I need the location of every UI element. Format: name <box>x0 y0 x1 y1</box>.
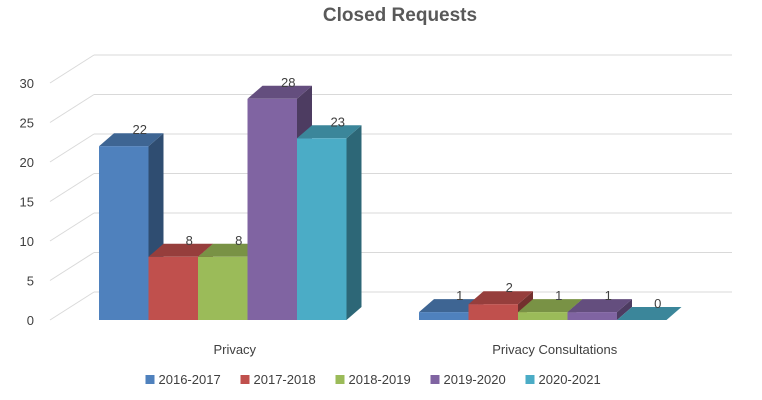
bar-front <box>99 146 149 320</box>
bar-front <box>198 256 248 320</box>
data-label: 1 <box>555 288 562 303</box>
category-label: Privacy Consultations <box>492 342 617 357</box>
data-label: 2 <box>506 280 513 295</box>
bar-top <box>99 133 164 147</box>
bar-front <box>247 98 297 320</box>
y-tick-label: 5 <box>27 274 34 289</box>
legend-label: 2020-2021 <box>539 372 601 387</box>
bar-top <box>419 299 484 313</box>
data-label: 8 <box>235 233 242 248</box>
y-tick-label: 10 <box>20 234 34 249</box>
legend: 2016-2017 2017-2018 2018-2019 2019-2020 2020… <box>145 372 601 387</box>
legend-label: 2016-2017 <box>159 372 221 387</box>
gridline-diag <box>49 133 95 163</box>
bar <box>617 307 682 320</box>
bar-top <box>198 243 263 257</box>
y-tick-label: 30 <box>20 76 34 91</box>
gridline-diag <box>49 291 95 321</box>
bar-front <box>419 312 469 320</box>
bar-front <box>518 312 568 320</box>
legend-label: 2017-2018 <box>254 372 316 387</box>
y-tick-label: 25 <box>20 116 34 131</box>
category-labels: Privacy Privacy Consultations <box>213 342 617 357</box>
bar-front <box>297 138 347 320</box>
legend-item: 2016-2017 <box>145 372 221 387</box>
legend-swatch <box>145 375 155 384</box>
legend-swatch <box>430 375 440 384</box>
legend-swatch <box>525 375 535 384</box>
category-label: Privacy <box>213 342 256 357</box>
legend-item: 2019-2020 <box>430 372 506 387</box>
data-label: 8 <box>186 233 193 248</box>
data-label: 28 <box>281 75 295 90</box>
y-tick-label: 0 <box>27 313 34 328</box>
bars <box>99 85 682 320</box>
bar-top <box>297 125 362 139</box>
data-label: 0 <box>654 296 661 311</box>
data-label: 1 <box>605 288 612 303</box>
gridline-diag <box>49 252 95 281</box>
legend-swatch <box>240 375 250 384</box>
bar-front <box>567 312 617 320</box>
bar-top <box>247 85 312 99</box>
gridline-diag <box>49 173 95 202</box>
bar-side <box>346 125 362 320</box>
bar <box>297 125 362 320</box>
bar-side <box>617 299 632 320</box>
legend-item: 2020-2021 <box>525 372 601 387</box>
data-label: 22 <box>133 122 147 137</box>
gridline-diag <box>49 94 95 123</box>
legend-swatch <box>335 375 345 384</box>
bar-top <box>567 299 632 313</box>
data-label: 1 <box>456 288 463 303</box>
gridline-diag <box>49 212 95 242</box>
bar-front <box>148 256 198 320</box>
data-label: 23 <box>331 114 345 129</box>
gridline-diag <box>49 54 95 84</box>
bar-top <box>617 307 682 320</box>
chart-title: Closed Requests <box>323 5 477 26</box>
bar-top <box>468 291 533 305</box>
y-axis-ticks: 0 5 10 15 20 25 30 <box>20 76 34 328</box>
y-tick-label: 15 <box>20 195 34 210</box>
legend-item: 2018-2019 <box>335 372 411 387</box>
legend-item: 2017-2018 <box>240 372 316 387</box>
bar-top <box>518 299 583 313</box>
y-tick-label: 20 <box>20 155 34 170</box>
bar <box>567 299 632 320</box>
bar-front <box>468 304 518 320</box>
legend-label: 2018-2019 <box>349 372 411 387</box>
bar-top <box>148 243 213 257</box>
legend-label: 2019-2020 <box>444 372 506 387</box>
